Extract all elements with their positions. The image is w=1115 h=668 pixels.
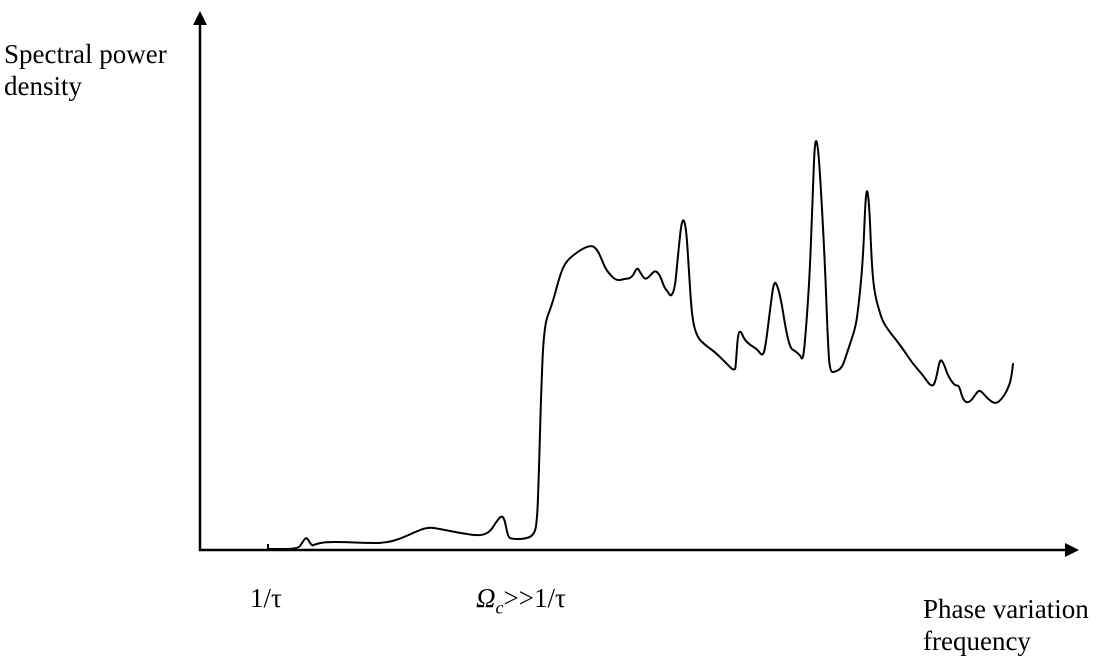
omega-subscript: c (495, 597, 504, 618)
x-tick-label-1-over-tau: 1/τ (250, 583, 282, 613)
x-axis-label: Phase variation frequency (923, 593, 1089, 657)
omega-symbol: Ω (476, 583, 496, 613)
omega-relation: >>1/τ (503, 583, 566, 613)
x-tick-label-omega-c: Ωc>>1/τ (476, 582, 566, 623)
y-axis-label-line-2: density (4, 71, 82, 101)
x-axis-label-line-2: frequency (923, 626, 1031, 656)
y-axis-label: Spectral power density (4, 38, 167, 102)
y-axis-label-line-1: Spectral power (4, 39, 167, 69)
spectrum-line (267, 140, 1014, 550)
x-axis-label-line-1: Phase variation (923, 594, 1089, 624)
